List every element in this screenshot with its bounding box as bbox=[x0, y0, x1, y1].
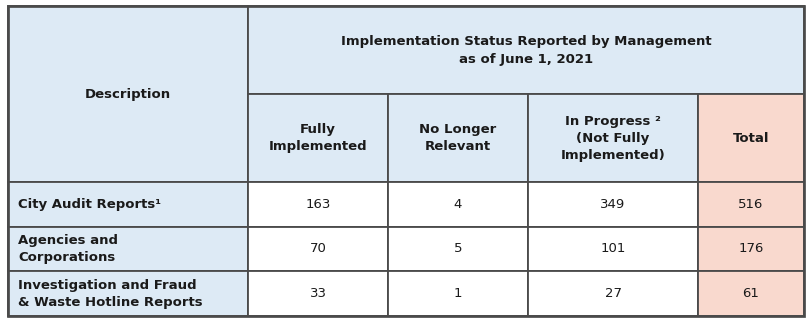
Bar bbox=[388, 227, 527, 271]
Text: In Progress ²
(Not Fully
Implemented): In Progress ² (Not Fully Implemented) bbox=[560, 115, 664, 162]
Bar bbox=[388, 271, 527, 316]
Bar bbox=[388, 94, 527, 182]
Bar bbox=[697, 227, 803, 271]
Text: 5: 5 bbox=[453, 242, 461, 255]
Text: 516: 516 bbox=[737, 198, 763, 211]
Text: Agencies and
Corporations: Agencies and Corporations bbox=[18, 234, 118, 264]
Text: Description: Description bbox=[85, 88, 171, 100]
Text: 70: 70 bbox=[309, 242, 326, 255]
Text: No Longer
Relevant: No Longer Relevant bbox=[418, 123, 496, 153]
Text: City Audit Reports¹: City Audit Reports¹ bbox=[18, 198, 161, 211]
Text: 61: 61 bbox=[741, 287, 758, 300]
Bar bbox=[697, 271, 803, 316]
Text: 27: 27 bbox=[603, 287, 620, 300]
Text: Total: Total bbox=[732, 131, 768, 145]
Bar bbox=[388, 182, 527, 227]
Text: 176: 176 bbox=[737, 242, 763, 255]
Bar bbox=[247, 271, 388, 316]
Bar bbox=[527, 271, 697, 316]
Bar bbox=[697, 94, 803, 182]
Text: Implementation Status Reported by Management
as of June 1, 2021: Implementation Status Reported by Manage… bbox=[341, 34, 710, 65]
Bar bbox=[247, 6, 803, 94]
Text: Investigation and Fraud
& Waste Hotline Reports: Investigation and Fraud & Waste Hotline … bbox=[18, 279, 203, 309]
Bar bbox=[247, 94, 388, 182]
Bar bbox=[527, 227, 697, 271]
Text: 349: 349 bbox=[599, 198, 624, 211]
Text: Fully
Implemented: Fully Implemented bbox=[268, 123, 367, 153]
Bar bbox=[8, 6, 247, 182]
Bar bbox=[8, 182, 247, 227]
Text: 33: 33 bbox=[309, 287, 326, 300]
Text: 4: 4 bbox=[453, 198, 461, 211]
Bar bbox=[527, 94, 697, 182]
Text: 101: 101 bbox=[599, 242, 625, 255]
Bar bbox=[247, 182, 388, 227]
Text: 163: 163 bbox=[305, 198, 330, 211]
Bar bbox=[8, 227, 247, 271]
Bar bbox=[8, 271, 247, 316]
Bar bbox=[527, 182, 697, 227]
Text: 1: 1 bbox=[453, 287, 461, 300]
Bar bbox=[697, 182, 803, 227]
Bar bbox=[247, 227, 388, 271]
